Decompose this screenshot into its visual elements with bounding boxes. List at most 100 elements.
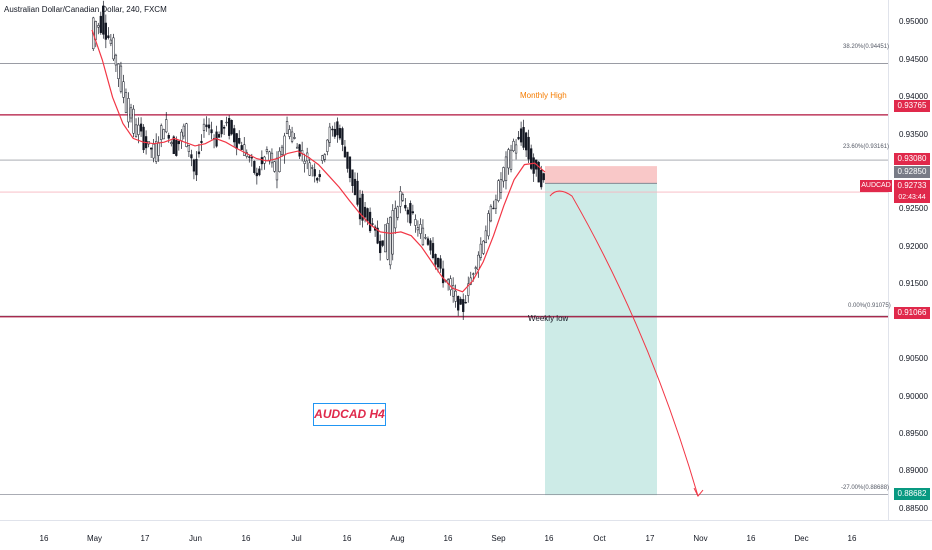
candle-body [285, 121, 289, 134]
price-tick: 0.89500 [899, 428, 928, 438]
candle-body [280, 146, 284, 156]
candle [411, 204, 415, 215]
candle-body [331, 128, 334, 131]
candle [452, 277, 455, 303]
candle [160, 123, 163, 148]
candle [139, 117, 143, 137]
candle-body [514, 144, 518, 154]
entry-price-badge: 0.92850 [894, 166, 930, 178]
candle-body [504, 156, 508, 181]
candle-body [207, 124, 211, 129]
candle [376, 220, 379, 245]
candle-body [358, 197, 362, 220]
candle [489, 204, 493, 223]
monthly-high-price-badge: 0.93765 [894, 100, 930, 112]
candle [540, 165, 543, 190]
candle-body [457, 296, 460, 311]
candle [112, 33, 115, 62]
candle [389, 216, 392, 270]
candle-body [152, 143, 155, 159]
candle [311, 164, 314, 177]
candle-body [278, 150, 281, 172]
candle [512, 138, 515, 153]
candle [301, 141, 304, 162]
candle [177, 140, 180, 151]
candle [119, 61, 123, 94]
candle [524, 131, 528, 158]
candle-body [489, 205, 493, 222]
candle-body [540, 169, 543, 188]
price-tick: 0.94000 [899, 92, 928, 102]
candle-body [361, 193, 364, 221]
candle-body [366, 208, 369, 222]
candle [343, 139, 347, 158]
weekly-low-label: Weekly low [528, 314, 569, 323]
candle-body [195, 158, 198, 176]
candle [124, 88, 128, 114]
candle-body [454, 290, 457, 302]
candle-body [97, 25, 100, 28]
candle-body [416, 227, 420, 231]
fib-label-0: 0.00%(0.91075) [848, 303, 891, 309]
current-price-badge: 0.92733 [894, 180, 930, 192]
candle-body [182, 125, 185, 137]
candle [285, 116, 289, 135]
candle [321, 154, 324, 164]
candle-body [175, 139, 178, 156]
candle [414, 214, 417, 233]
candle [222, 125, 226, 135]
candle [441, 260, 445, 288]
projection-arrow [549, 190, 699, 497]
candle-body [479, 243, 482, 258]
candle [406, 207, 409, 223]
candle-body [499, 179, 503, 193]
candle-body [391, 210, 394, 255]
candle-body [160, 125, 163, 140]
candle [379, 234, 382, 261]
candle [492, 200, 495, 210]
candle [288, 125, 291, 140]
fib-label-38: 38.20%(0.94451) [843, 44, 890, 50]
candle [155, 133, 158, 164]
candle [303, 153, 306, 173]
candle [431, 237, 435, 260]
candle-body [122, 81, 125, 98]
candle [333, 122, 336, 139]
time-tick: 16 [342, 534, 352, 543]
candle [336, 117, 339, 143]
candle [457, 295, 460, 316]
candle-body [303, 160, 306, 164]
candle [238, 130, 241, 145]
candle [424, 233, 427, 240]
time-tick: Aug [390, 534, 405, 543]
candle-body [348, 156, 352, 179]
candle [421, 219, 425, 246]
candle [348, 156, 352, 183]
candle-body [316, 177, 319, 181]
candle [373, 224, 377, 237]
candle-body [386, 223, 389, 260]
candle-body [396, 206, 399, 218]
candle [467, 276, 470, 303]
candle-body [537, 161, 540, 183]
candle-body [124, 92, 128, 113]
candle-body [311, 167, 314, 169]
candle [129, 103, 133, 123]
candle-body [338, 128, 342, 139]
candle-body [482, 240, 485, 254]
candle [318, 169, 321, 182]
candle [263, 155, 266, 170]
candle-body [452, 285, 455, 297]
candle [290, 126, 294, 144]
price-tick: 0.89000 [899, 466, 928, 476]
weekly-low-price-badge: 0.91066 [894, 307, 930, 319]
candle [152, 138, 155, 163]
candle-body [230, 119, 233, 135]
candle [225, 116, 228, 127]
candle [381, 240, 384, 248]
time-tick: May [86, 534, 103, 543]
candle [532, 153, 535, 182]
candle-body [502, 167, 505, 182]
candle [210, 121, 213, 140]
